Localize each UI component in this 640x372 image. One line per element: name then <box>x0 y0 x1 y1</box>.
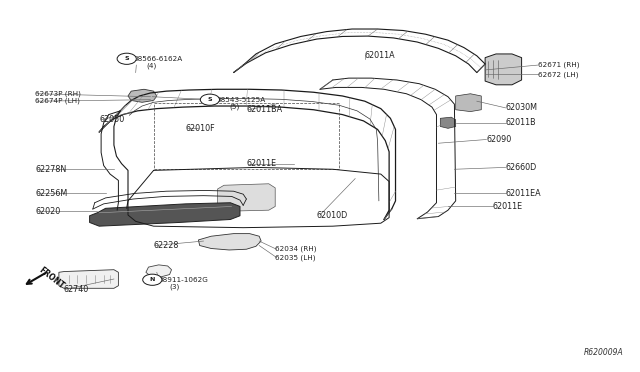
Text: 62660D: 62660D <box>506 163 537 172</box>
Polygon shape <box>485 54 522 85</box>
Text: 62011EA: 62011EA <box>506 189 541 198</box>
Text: (5): (5) <box>229 104 239 110</box>
Text: 62030M: 62030M <box>506 103 538 112</box>
Polygon shape <box>146 265 172 277</box>
Text: R620009A: R620009A <box>584 348 624 357</box>
Text: 62228: 62228 <box>154 241 179 250</box>
Text: N: N <box>150 277 155 282</box>
Polygon shape <box>128 89 157 102</box>
Text: 62278N: 62278N <box>35 165 67 174</box>
Text: S: S <box>207 97 212 102</box>
Text: 62740: 62740 <box>64 285 89 294</box>
Text: 62672 (LH): 62672 (LH) <box>538 71 578 78</box>
Circle shape <box>200 94 220 105</box>
Text: 62020: 62020 <box>35 207 60 216</box>
Text: 62010D: 62010D <box>317 211 348 219</box>
Polygon shape <box>59 270 118 288</box>
Text: S: S <box>124 56 129 61</box>
Polygon shape <box>198 234 261 250</box>
Text: 62256M: 62256M <box>35 189 67 198</box>
Polygon shape <box>90 203 240 226</box>
Text: 08911-1062G: 08911-1062G <box>159 277 209 283</box>
Text: (3): (3) <box>170 284 180 291</box>
Text: FRONT: FRONT <box>37 266 66 291</box>
Text: 62011E: 62011E <box>493 202 523 211</box>
Text: 62671 (RH): 62671 (RH) <box>538 62 579 68</box>
Text: 08543-5125A: 08543-5125A <box>216 97 266 103</box>
Text: 62090: 62090 <box>486 135 511 144</box>
Text: 08566-6162A: 08566-6162A <box>133 56 182 62</box>
Polygon shape <box>456 94 481 112</box>
Circle shape <box>143 274 162 285</box>
Circle shape <box>117 53 136 64</box>
Text: 62011E: 62011E <box>246 159 276 168</box>
Text: 62035 (LH): 62035 (LH) <box>275 254 316 261</box>
Text: 62050: 62050 <box>99 115 124 124</box>
Text: 62674P (LH): 62674P (LH) <box>35 98 80 105</box>
Text: 62011B: 62011B <box>506 118 536 127</box>
Text: 62034 (RH): 62034 (RH) <box>275 246 317 253</box>
Text: 62673P (RH): 62673P (RH) <box>35 90 81 97</box>
Text: 62011BA: 62011BA <box>246 105 282 114</box>
Polygon shape <box>218 184 275 211</box>
Text: 62010F: 62010F <box>186 124 215 133</box>
Polygon shape <box>440 117 456 128</box>
Text: (4): (4) <box>146 63 156 70</box>
Text: 62011A: 62011A <box>365 51 396 60</box>
